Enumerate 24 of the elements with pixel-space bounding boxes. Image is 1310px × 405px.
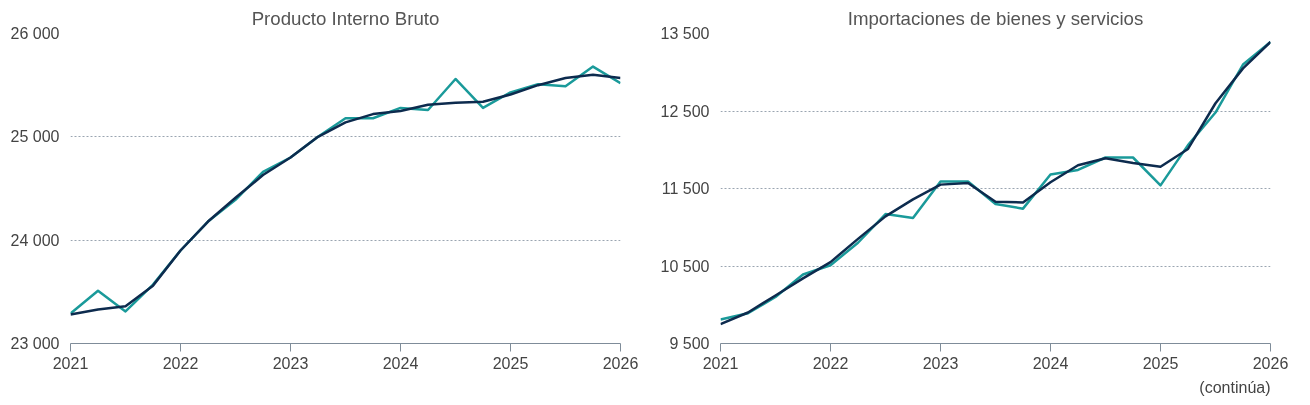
y-tick-label: 12 500 [660, 102, 710, 120]
chart-title: Importaciones de bienes y servicios [847, 7, 1144, 29]
x-tick-label: 2025 [1142, 354, 1179, 372]
y-tick-label: 11 500 [661, 180, 710, 197]
text: (continúa) [1199, 378, 1271, 396]
y-tick-label: 24 000 [10, 231, 60, 249]
x-tick-label: 2021 [702, 354, 739, 372]
chart-title: Producto Interno Bruto [251, 7, 440, 29]
x-tick-label: 2022 [162, 354, 199, 372]
y-tick-label: 13 500 [660, 25, 710, 42]
y-tick-label: 23 000 [10, 335, 60, 352]
x-tick-label: 2024 [1032, 354, 1069, 372]
y-tick-label: 26 000 [10, 25, 60, 42]
x-tick-label: 2026 [1252, 354, 1289, 372]
x-tick-label: 2021 [52, 354, 89, 372]
x-tick-label: 2024 [382, 354, 419, 372]
x-tick-label: 2026 [602, 354, 639, 372]
x-tick-label: 2022 [812, 354, 849, 372]
y-tick-label: 25 000 [10, 128, 60, 146]
y-tick-label: 9 500 [669, 335, 710, 352]
y-tick-label: 10 500 [660, 257, 710, 275]
x-tick-label: 2025 [492, 354, 529, 372]
x-tick-label: 2023 [272, 354, 309, 372]
x-tick-label: 2023 [922, 354, 959, 372]
